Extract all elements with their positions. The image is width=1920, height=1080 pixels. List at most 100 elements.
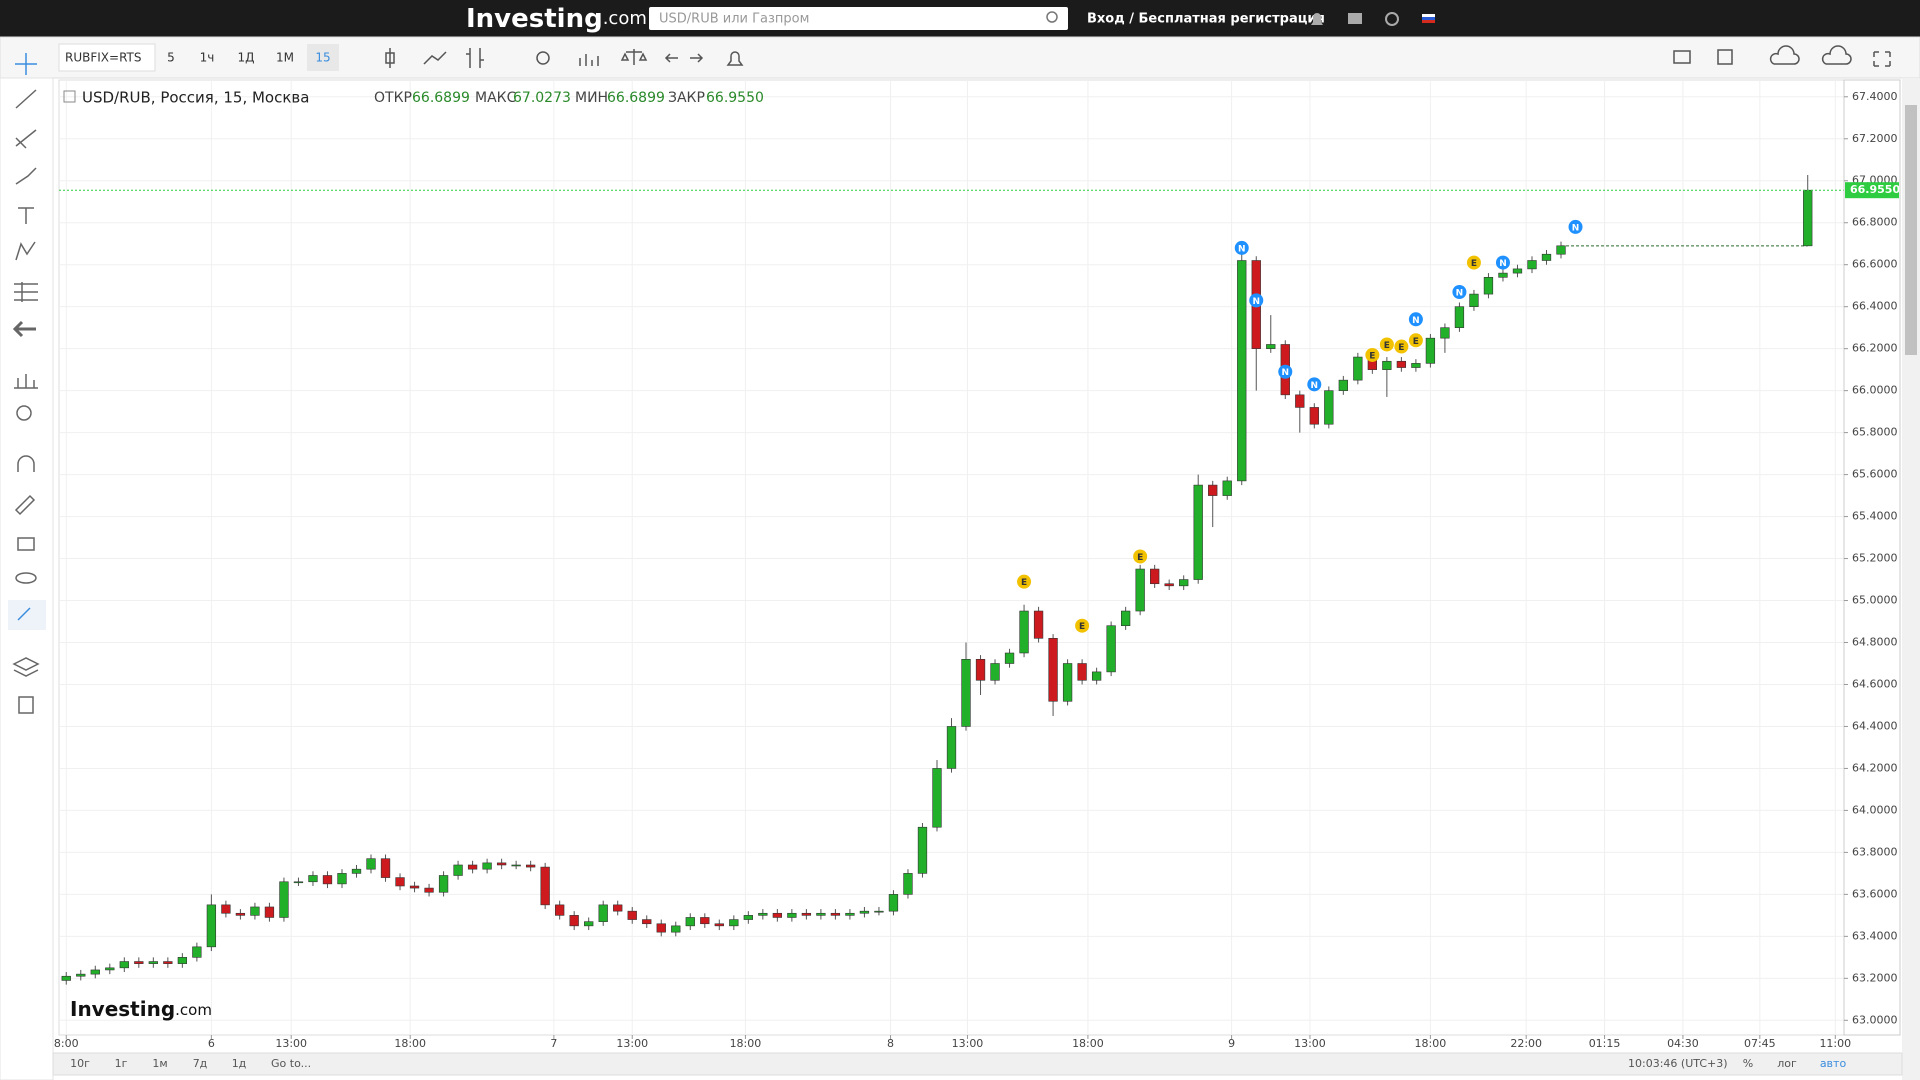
logo-suffix[interactable]: .com	[603, 8, 647, 29]
event-label: E	[1471, 259, 1477, 269]
event-marker[interactable]	[1365, 347, 1380, 362]
bars-icon[interactable]	[466, 48, 484, 68]
legend-title: USD/RUB, Россия, 15, Москва	[82, 89, 309, 107]
event-label: E	[1384, 341, 1390, 351]
event-marker[interactable]	[1075, 618, 1090, 633]
candle-body	[105, 967, 115, 971]
pattern-tool[interactable]	[15, 241, 36, 261]
event-marker[interactable]	[1568, 219, 1583, 234]
candle-body	[1004, 652, 1015, 664]
bell-icon[interactable]	[1311, 13, 1323, 25]
search-icon[interactable]	[1046, 11, 1058, 23]
fib-tool[interactable]	[15, 129, 37, 149]
event-marker[interactable]	[1249, 293, 1264, 308]
crosshair-tool[interactable]	[15, 53, 37, 75]
collapse-toggle[interactable]	[63, 90, 76, 103]
candle-body	[1556, 245, 1566, 255]
scroll-thumb[interactable]	[1905, 105, 1917, 355]
camera-icon[interactable]	[1673, 50, 1691, 64]
back-tool[interactable]	[12, 320, 36, 338]
candle-body	[148, 961, 158, 964]
candles-icon[interactable]	[385, 48, 395, 68]
candle-body	[1309, 407, 1319, 425]
interval-button[interactable]: 15	[315, 51, 330, 65]
trash-tool[interactable]	[18, 696, 34, 714]
event-label: E	[1398, 343, 1404, 353]
axis-labels: 63.0000 63.2000 63.4000 63.6000 63.8000 64.00…	[54, 90, 1901, 1050]
event-marker[interactable]	[1408, 333, 1423, 348]
logo-text[interactable]: Investing	[466, 4, 603, 34]
undo-redo-icon[interactable]	[664, 53, 704, 63]
y-tick-label: 67.2000	[1852, 132, 1898, 145]
range-button[interactable]: 1г	[115, 1057, 128, 1070]
scale-option[interactable]: лог	[1777, 1057, 1797, 1070]
y-tick-label: 67.4000	[1852, 90, 1898, 103]
interval-button[interactable]: 1Д	[237, 51, 254, 65]
event-marker[interactable]	[1278, 364, 1293, 379]
candle-body	[584, 921, 594, 927]
text-tool[interactable]	[18, 207, 34, 224]
interval-button[interactable]: 1ч	[200, 51, 215, 65]
clock-icon[interactable]	[1385, 12, 1399, 26]
scale-option[interactable]: %	[1743, 1057, 1753, 1070]
scale-option[interactable]: авто	[1820, 1057, 1847, 1070]
candle-body	[787, 912, 797, 918]
event-marker[interactable]	[1234, 240, 1249, 255]
flag-icon[interactable]	[1422, 14, 1435, 23]
line-tool[interactable]	[15, 89, 37, 109]
ohlc-value: 67.0273	[513, 90, 571, 106]
interval-button[interactable]: 1М	[276, 51, 294, 65]
fullscreen-icon[interactable]	[1873, 51, 1891, 67]
line-icon[interactable]	[423, 51, 447, 65]
event-marker[interactable]	[1133, 549, 1148, 564]
event-label: N	[1456, 288, 1464, 298]
event-marker[interactable]	[1466, 255, 1481, 270]
measure-tool[interactable]	[14, 282, 38, 302]
goto-button[interactable]: Go to...	[271, 1057, 311, 1070]
portfolio-icon[interactable]	[1348, 13, 1362, 24]
x-tick-label: 13:00	[616, 1037, 648, 1050]
event-marker[interactable]	[1307, 377, 1322, 392]
data-tool[interactable]	[14, 374, 38, 389]
event-marker[interactable]	[1394, 339, 1409, 354]
magnet-tool[interactable]	[17, 455, 35, 472]
candle-body	[134, 961, 144, 964]
y-tick-label: 63.6000	[1852, 887, 1898, 900]
x-tick-label: 8	[887, 1037, 894, 1050]
zoom-tool[interactable]	[16, 405, 32, 421]
settings-icon[interactable]	[536, 51, 550, 65]
range-button[interactable]: 1д	[232, 1057, 247, 1070]
range-button[interactable]: 10г	[70, 1057, 90, 1070]
indicators-icon[interactable]	[579, 54, 599, 66]
brush-tool[interactable]	[15, 167, 37, 185]
layers-tool[interactable]	[12, 657, 40, 677]
cloud-up-icon[interactable]	[1821, 45, 1852, 65]
symbol-box[interactable]	[58, 43, 156, 72]
alert-icon[interactable]	[726, 51, 744, 66]
interval-button[interactable]: 5	[167, 51, 175, 65]
login-link[interactable]: Вход / Бесплатная регистрация	[1087, 12, 1325, 27]
watermark-suffix: .com	[175, 1001, 212, 1019]
bottom-bar	[52, 1052, 1903, 1076]
eye-tool[interactable]	[15, 572, 37, 584]
candle-body	[772, 912, 783, 918]
search-box[interactable]	[649, 7, 1068, 30]
cloud-down-icon[interactable]	[1769, 45, 1800, 65]
candle-body	[206, 904, 217, 948]
x-tick-label: 07:45	[1744, 1037, 1776, 1050]
pencil-tool[interactable]	[14, 494, 36, 516]
event-marker[interactable]	[1379, 337, 1394, 352]
event-marker[interactable]	[1495, 255, 1510, 270]
logo[interactable]: Investing.com	[466, 4, 647, 34]
event-marker[interactable]	[1452, 284, 1467, 299]
candle-body	[932, 768, 942, 828]
color-icon[interactable]	[1717, 49, 1733, 65]
link-tool[interactable]	[17, 607, 31, 621]
compare-icon[interactable]	[620, 49, 648, 65]
range-button[interactable]: 7д	[193, 1057, 208, 1070]
range-button[interactable]: 1м	[152, 1057, 167, 1070]
event-marker[interactable]	[1017, 574, 1032, 589]
lock-tool[interactable]	[17, 537, 35, 551]
symbol[interactable]: RUBFIX=RTS	[65, 51, 141, 65]
event-marker[interactable]	[1408, 312, 1423, 327]
